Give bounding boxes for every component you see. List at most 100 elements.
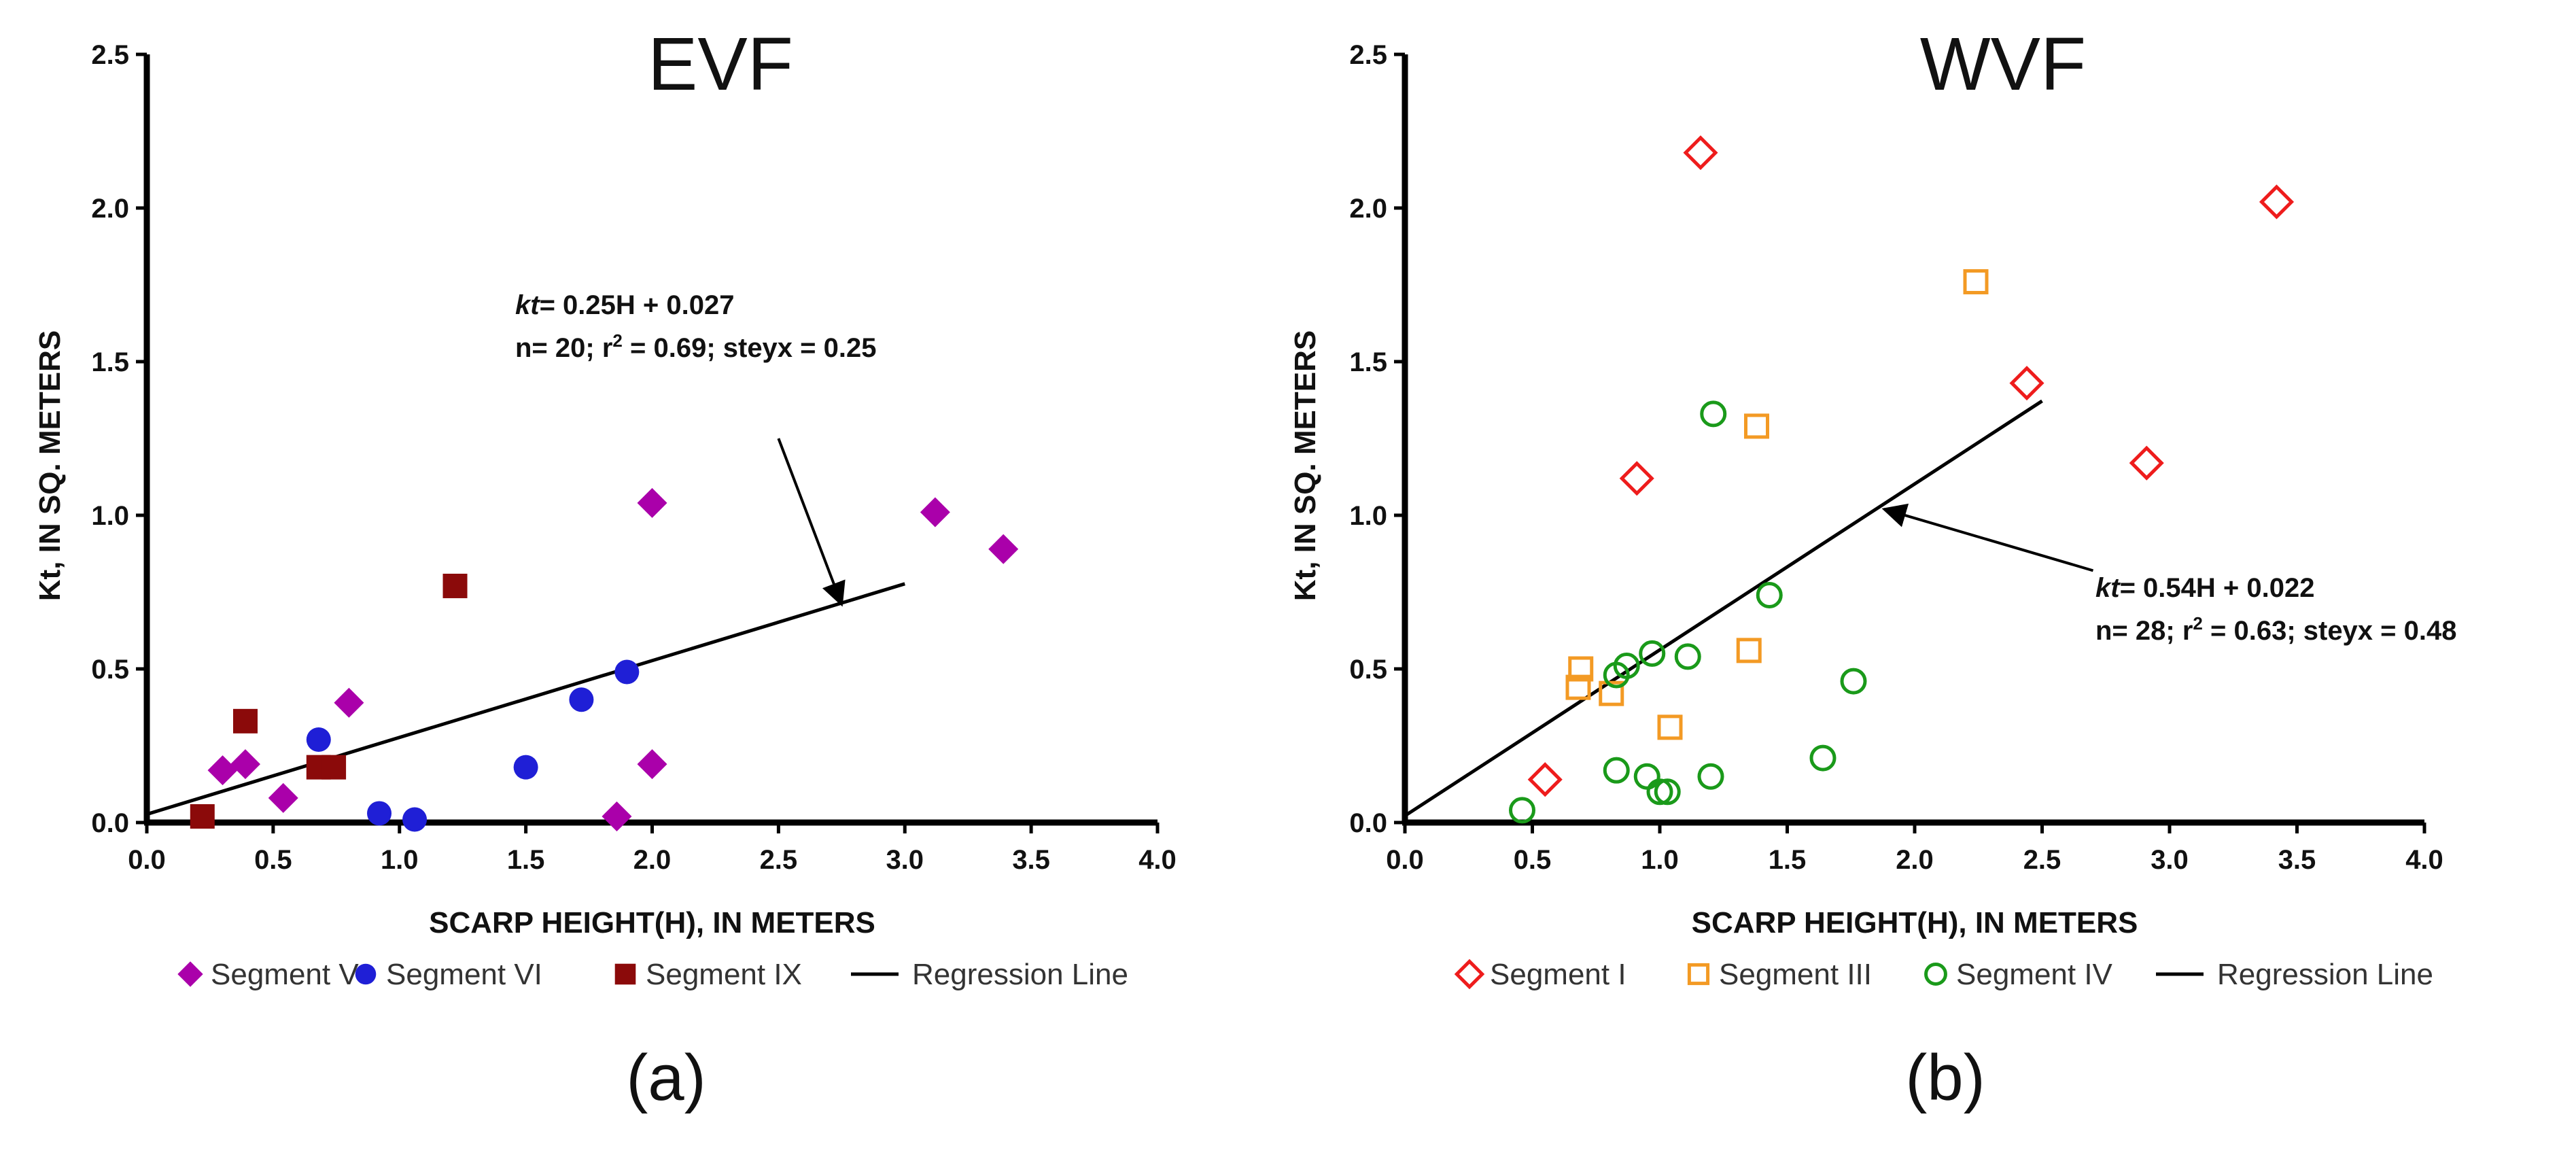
- legend-label: Segment V: [211, 958, 359, 991]
- stats-prefix: n= 28; r: [2095, 616, 2193, 646]
- x-tick-label: 3.0: [886, 845, 924, 875]
- data-point: [1657, 714, 1683, 740]
- data-point: [334, 687, 364, 718]
- regression-line: [146, 582, 905, 816]
- data-point: [1654, 778, 1681, 806]
- y-tick-label: 1.5: [91, 347, 129, 377]
- data-point: [1736, 638, 1762, 663]
- legend-label: Segment IX: [646, 958, 802, 991]
- data-point: [569, 687, 594, 712]
- x-tick-label: 2.0: [1896, 845, 1934, 875]
- data-point: [988, 534, 1019, 564]
- data-point: [1603, 757, 1630, 784]
- data-point: [190, 804, 215, 829]
- data-point: [1509, 797, 1535, 824]
- data-point: [321, 755, 347, 780]
- x-tick-label: 1.5: [1769, 845, 1807, 875]
- data-point: [1568, 656, 1594, 682]
- data-point: [2259, 184, 2295, 220]
- equation-body: = 0.54H + 0.022: [2120, 573, 2315, 603]
- data-point: [402, 807, 428, 832]
- regression-equation: kt= 0.54H + 0.022: [2095, 573, 2314, 603]
- series-segment-iv: [1509, 400, 1867, 824]
- x-tick-label: 0.5: [1514, 845, 1552, 875]
- data-point: [513, 755, 538, 780]
- data-point: [232, 708, 258, 733]
- x-tick-label: 4.0: [2405, 845, 2443, 875]
- legend-marker: [177, 961, 203, 987]
- data-point: [1756, 582, 1783, 609]
- x-tick-label: 2.0: [633, 845, 672, 875]
- y-tick-label: 0.0: [1349, 808, 1387, 838]
- series-segment-vi: [306, 659, 640, 832]
- data-point: [442, 573, 468, 598]
- stats-prefix: n= 20; r: [515, 333, 612, 363]
- chart-panel-evf: EVF (a) 0.0 0.5 1.0 1.5 2.0 2.5 3.0 3.5 4.0 0.0 0.5 1…: [33, 22, 1177, 1114]
- legend: Segment I Segment III Segment IV Regression…: [1454, 958, 2433, 991]
- series-segment-v: [207, 487, 1019, 831]
- y-tick-label: 1.0: [1349, 501, 1387, 531]
- equation-body: = 0.25H + 0.027: [540, 290, 735, 320]
- data-point: [1527, 762, 1563, 797]
- x-tick-label: 0.5: [254, 845, 292, 875]
- y-tick-label: 2.5: [91, 40, 129, 70]
- annotation-arrow: [1881, 503, 2094, 572]
- data-point: [268, 782, 298, 813]
- x-tick-label: 1.0: [381, 845, 419, 875]
- series-segment-i: [1527, 135, 2295, 797]
- data-point: [1697, 763, 1724, 790]
- chart-title: WVF: [1920, 22, 2086, 106]
- stats-superscript: 2: [612, 330, 622, 351]
- data-point: [1963, 269, 1989, 294]
- y-tick-label: 2.5: [1349, 40, 1387, 70]
- x-tick-label: 0.0: [128, 845, 166, 875]
- data-point: [637, 487, 667, 518]
- regression-equation: kt= 0.25H + 0.027: [515, 290, 734, 320]
- x-tick-label: 2.5: [760, 845, 798, 875]
- chart-panel-wvf: WVF (b) 0.0 0.5 1.0 1.5 2.0 2.5 3.0 3.5 4.0 0.0 0.5 1…: [1289, 22, 2457, 1114]
- x-axis-label: SCARP HEIGHT(H), IN METERS: [429, 906, 875, 939]
- legend-marker: [355, 963, 377, 985]
- data-point: [1840, 668, 1867, 695]
- panel-label: (a): [626, 1041, 706, 1114]
- data-point: [614, 659, 640, 685]
- data-point: [2009, 366, 2044, 401]
- y-tick-label: 2.0: [1349, 194, 1387, 224]
- series-segment-ix: [190, 573, 468, 829]
- data-point: [637, 749, 667, 780]
- data-point: [1646, 778, 1673, 806]
- data-point: [230, 749, 260, 780]
- data-point: [1619, 461, 1654, 496]
- chart-title: EVF: [648, 22, 793, 106]
- data-point: [1599, 680, 1624, 706]
- data-point: [920, 497, 950, 528]
- data-point: [1744, 413, 1769, 439]
- x-axis-label: SCARP HEIGHT(H), IN METERS: [1692, 906, 2138, 939]
- regression-line: [1404, 399, 2043, 818]
- legend-label: Segment III: [1719, 958, 1872, 991]
- data-point: [1809, 744, 1837, 772]
- data-point: [1700, 400, 1727, 428]
- panel-label: (b): [1905, 1041, 1985, 1114]
- legend-marker: [1687, 963, 1710, 986]
- data-point: [2129, 445, 2164, 481]
- y-axis-label: Kt, IN SQ. METERS: [1289, 330, 1322, 601]
- data-point: [602, 801, 632, 831]
- stats-superscript: 2: [2193, 613, 2202, 634]
- annotation-arrow: [777, 438, 846, 607]
- data-point: [306, 727, 331, 752]
- legend-label: Segment I: [1490, 958, 1626, 991]
- legend-marker: [1924, 963, 1947, 986]
- legend-label: Regression Line: [2217, 958, 2433, 991]
- legend-label: Segment IV: [1956, 958, 2113, 991]
- legend-marker: [1454, 959, 1485, 990]
- x-tick-label: 1.5: [507, 845, 545, 875]
- x-tick-label: 1.0: [1641, 845, 1679, 875]
- y-tick-label: 2.0: [91, 194, 129, 224]
- data-point: [1639, 640, 1666, 667]
- x-tick-label: 4.0: [1138, 845, 1177, 875]
- x-tick-label: 0.0: [1386, 845, 1424, 875]
- data-point: [1674, 643, 1701, 670]
- data-point: [367, 801, 392, 826]
